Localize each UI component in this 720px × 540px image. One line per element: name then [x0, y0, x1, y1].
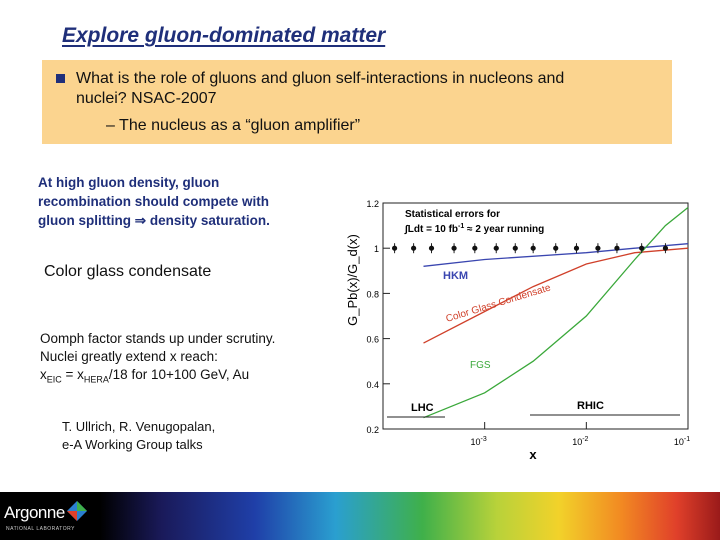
oomph-line-2: Nuclei greatly extend x reach:: [40, 349, 218, 364]
data-point: [614, 245, 620, 251]
hkm-label: HKM: [443, 270, 468, 282]
implies-arrow-icon: ⇒: [134, 213, 147, 228]
cgc-label: Color glass condensate: [44, 263, 212, 280]
y-tick-label: 0.6: [366, 335, 379, 345]
data-point: [451, 245, 457, 251]
data-point: [428, 245, 435, 251]
references: T. Ullrich, R. Venugopalan, e-A Working …: [62, 418, 215, 454]
series-hkm: [423, 243, 689, 267]
bullet-text: What is the role of gluons and gluon sel…: [76, 69, 666, 109]
lhc-label: LHC: [411, 402, 434, 414]
sub-bullet: – The nucleus as a “gluon amplifier”: [106, 117, 361, 134]
x-tick-label: 10-2: [572, 436, 588, 447]
x-eic: xEIC: [40, 367, 62, 385]
rhic-label: RHIC: [577, 400, 604, 412]
series-color-glass-condensate: [423, 247, 689, 344]
bullet-box: What is the role of gluons and gluon sel…: [42, 60, 672, 144]
y-tick-label: 0.8: [366, 289, 379, 299]
data-point: [553, 245, 559, 251]
y-tick-label: 1: [374, 244, 379, 254]
data-point: [530, 245, 536, 251]
data-point: [411, 245, 417, 251]
lead-text: At high gluon density, gluon recombinati…: [38, 173, 328, 230]
x-hera: = xHERA: [61, 367, 109, 385]
lead-line-2: recombination should compete with: [38, 194, 270, 209]
data-point: [472, 245, 478, 251]
data-point: [595, 245, 601, 251]
oomph-text: Oomph factor stands up under scrutiny. N…: [40, 330, 275, 389]
data-point: [512, 245, 518, 251]
plot-frame: [382, 202, 689, 430]
argonne-logo: Argonne: [4, 503, 65, 522]
x-tick-label: 10-3: [471, 436, 487, 447]
y-tick-label: 0.2: [366, 425, 379, 435]
cgc-curve-label: Color Glass Condensate: [445, 282, 553, 325]
bullet-line-2: nuclei? NSAC-2007: [76, 90, 217, 107]
argonne-logo-sub: NATIONAL LABORATORY: [6, 526, 75, 532]
y-tick-label: 0.4: [366, 380, 379, 390]
series-fgs: [423, 206, 689, 419]
lead-line-3b: density saturation.: [149, 213, 270, 228]
ratio-plot: 0.2 0.4 0.6 0.8 1 1.2 10-3 10-2 10-1 G_Pb(x)/G_…: [345, 199, 690, 462]
bullet-square-icon: [56, 74, 65, 83]
data-point: [662, 245, 669, 251]
oomph-line-1: Oomph factor stands up under scrutiny.: [40, 331, 276, 346]
curves: [423, 206, 689, 419]
y-tick-label: 1.2: [366, 199, 379, 209]
data-point: [493, 245, 499, 251]
ref-line-2: e-A Working Group talks: [62, 437, 203, 452]
data-point: [391, 245, 398, 251]
lead-line-1: At high gluon density, gluon: [38, 175, 220, 190]
stat-errors-label: Statistical errors for: [405, 209, 500, 220]
ref-line-1: T. Ullrich, R. Venugopalan,: [62, 419, 216, 434]
lumi-label: ∫Ldt = 10 fb-1 ≈ 2 year running: [404, 223, 544, 235]
fgs-label: FGS: [470, 360, 491, 371]
data-points: [391, 243, 669, 254]
x-tick-label: 10-1: [674, 436, 690, 447]
y-axis-label: G_Pb(x)/G_d(x): [345, 234, 360, 326]
footer-bar: [0, 492, 720, 540]
spectrum-band: [100, 492, 720, 540]
bullet-line-1: What is the role of gluons and gluon sel…: [76, 70, 565, 87]
oomph-rest: /18 for 10+100 GeV, Au: [108, 367, 250, 382]
data-point: [639, 245, 645, 251]
y-ticks: 0.2 0.4 0.6 0.8 1 1.2: [366, 199, 390, 435]
argonne-mark-icon: [67, 501, 87, 521]
x-ticks: 10-3 10-2 10-1: [471, 422, 690, 447]
x-axis-label: x: [529, 447, 537, 462]
slide-title: Explore gluon-dominated matter: [62, 24, 386, 47]
lead-line-3a: gluon splitting: [38, 213, 131, 228]
data-point: [573, 245, 580, 251]
